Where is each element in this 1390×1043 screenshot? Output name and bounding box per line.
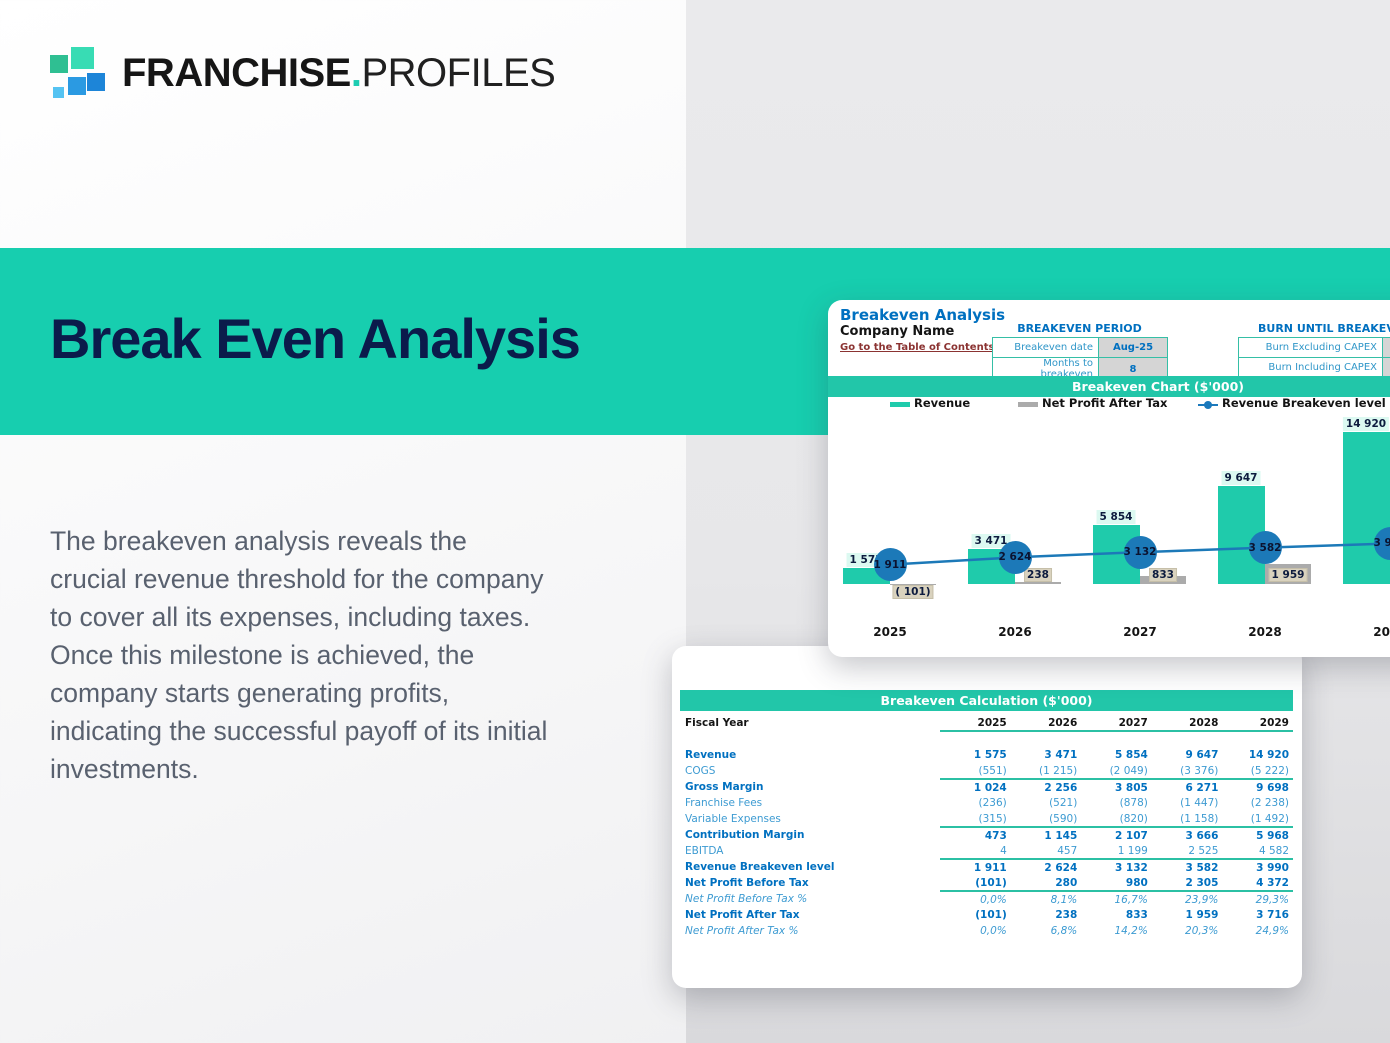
table-row: Net Profit Before Tax % 0,0% 8,1% 16,7% 23,9… bbox=[685, 893, 1289, 906]
legend-breakeven-line-icon bbox=[1198, 401, 1218, 409]
brand-dot: . bbox=[350, 50, 362, 95]
table-row: EBITDA 4 457 1 199 2 525 4 582 bbox=[680, 843, 1293, 860]
table-of-contents-link[interactable]: Go to the Table of Contents bbox=[840, 342, 995, 353]
table-row: Variable Expenses (315) (590) (820) (1 158)(… bbox=[680, 811, 1293, 828]
burn-until-breakeven-header: BURN UNTIL BREAKEVEN bbox=[1258, 322, 1390, 335]
brand-logo-icon bbox=[50, 44, 112, 102]
breakeven-point: 3 132 bbox=[1123, 535, 1157, 569]
table-row: Net Profit After Tax % 0,0% 6,8% 14,2% 20,3%… bbox=[685, 925, 1289, 937]
breakeven-calculation-table: Fiscal Year 2025 2026 2027 2028 2029 Revenue 1 … bbox=[680, 715, 1293, 939]
legend-net-profit-swatch bbox=[1018, 402, 1038, 407]
x-axis-year-label: 2027 bbox=[1123, 625, 1157, 639]
calculation-table-title: Breakeven Calculation ($'000) bbox=[680, 690, 1293, 711]
page-title: Break Even Analysis bbox=[50, 307, 581, 370]
table-row: Net Profit After Tax (101) 238 833 1 959 3 71… bbox=[685, 909, 1289, 921]
chart-title: Breakeven Chart ($'000) bbox=[828, 376, 1390, 397]
table-row: COGS (551) (1 215) (2 049) (3 376) (5 222) bbox=[680, 763, 1293, 780]
legend-revenue-swatch bbox=[890, 402, 910, 407]
table-row: Revenue Breakeven level 1 911 2 624 3 132 3 … bbox=[685, 861, 1289, 874]
burn-excluding-capex-label: Burn Excluding CAPEX bbox=[1238, 337, 1383, 358]
burn-until-breakeven-table: Burn Excluding CAPEX Burn Including CAPE… bbox=[1238, 337, 1390, 378]
table-row: Net Profit Before Tax (101) 280 980 2 305 4 3… bbox=[680, 875, 1293, 892]
table-row: Revenue 1 575 3 471 5 854 9 647 14 920 bbox=[685, 749, 1289, 761]
brand-logo: FRANCHISE.PROFILES bbox=[50, 44, 556, 102]
breakeven-analysis-card: Breakeven Analysis Company Name Go to th… bbox=[828, 300, 1390, 657]
x-axis-year-label: 2026 bbox=[998, 625, 1032, 639]
net-profit-bar bbox=[890, 584, 936, 586]
brand-wordmark: FRANCHISE.PROFILES bbox=[122, 50, 556, 96]
net-profit-data-label: 238 bbox=[1024, 568, 1052, 582]
breakeven-calculation-card: Breakeven Calculation ($'000) Fiscal Yea… bbox=[672, 646, 1302, 988]
table-row: Franchise Fees (236) (521) (878) (1 447) (2 2… bbox=[685, 797, 1289, 809]
breakeven-point: 3 582 bbox=[1248, 531, 1282, 565]
net-profit-data-label: 833 bbox=[1149, 568, 1177, 582]
breakeven-date-label: Breakeven date bbox=[992, 337, 1099, 358]
table-row: Contribution Margin 473 1 145 2 107 3 666 5 9… bbox=[685, 829, 1289, 842]
brand-name-light: PROFILES bbox=[361, 50, 556, 95]
breakeven-point: 1 911 bbox=[873, 548, 907, 582]
x-axis-year-label: 2025 bbox=[873, 625, 907, 639]
company-name: Company Name bbox=[840, 324, 955, 339]
revenue-data-label: 5 854 bbox=[1096, 509, 1136, 524]
table-row: Gross Margin 1 024 2 256 3 805 6 271 9 698 bbox=[685, 781, 1289, 794]
breakeven-period-header: BREAKEVEN PERIOD bbox=[1017, 322, 1142, 335]
breakeven-point: 3 990 bbox=[1373, 526, 1390, 560]
revenue-data-label: 14 920 bbox=[1342, 417, 1390, 432]
legend-revenue-label: Revenue bbox=[914, 396, 971, 410]
brand-name-bold: FRANCHISE bbox=[122, 50, 351, 95]
net-profit-data-label: 1 959 bbox=[1268, 568, 1308, 582]
breakeven-line bbox=[889, 542, 1390, 566]
table-row: Burn Including CAPEX bbox=[1238, 357, 1390, 378]
revenue-bar bbox=[1343, 432, 1390, 584]
burn-including-capex-label: Burn Including CAPEX bbox=[1238, 357, 1383, 378]
sheet-title: Breakeven Analysis bbox=[840, 306, 1006, 324]
legend-breakeven-label: Revenue Breakeven level bbox=[1222, 396, 1386, 410]
legend-net-profit-label: Net Profit After Tax bbox=[1042, 396, 1168, 410]
net-profit-data-label: ( 101) bbox=[892, 585, 934, 599]
breakeven-point: 2 624 bbox=[998, 540, 1032, 574]
table-row: Burn Excluding CAPEX bbox=[1238, 337, 1390, 358]
x-axis-year-label: 2029 bbox=[1373, 625, 1390, 639]
page-description: The breakeven analysis reveals the cruci… bbox=[50, 526, 548, 784]
breakeven-chart: 1 575 3 471 5 854 9 647 14 920( 101) 238 833 1 … bbox=[828, 300, 1390, 657]
net-profit-bar bbox=[1015, 581, 1061, 584]
fiscal-year-header-row: Fiscal Year 2025 2026 2027 2028 2029 bbox=[680, 715, 1293, 732]
revenue-data-label: 9 647 bbox=[1221, 470, 1261, 485]
x-axis-year-label: 2028 bbox=[1248, 625, 1282, 639]
